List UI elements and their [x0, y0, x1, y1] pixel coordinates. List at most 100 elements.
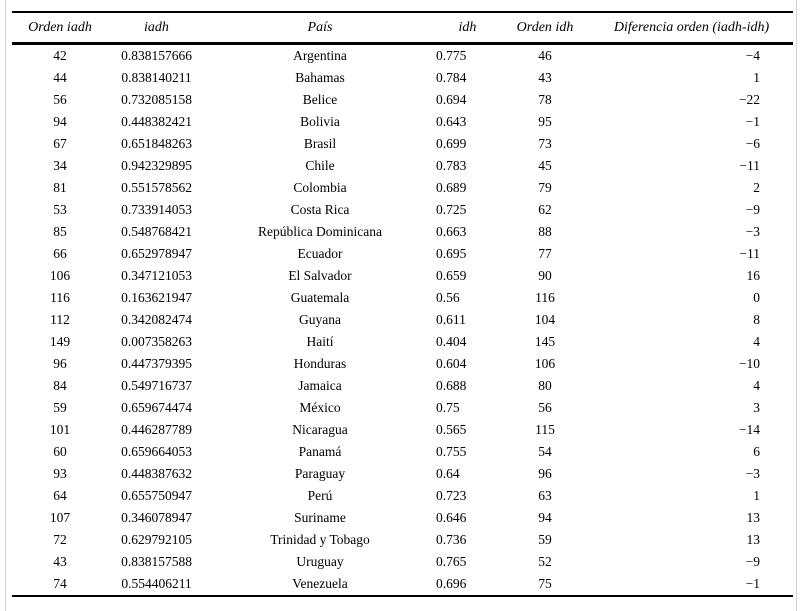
cell-diferencia_orden: −10	[738, 356, 760, 371]
cell-orden_iadh: 42	[53, 48, 67, 63]
cell-pais: Panamá	[298, 444, 342, 459]
cell-diferencia_orden: 13	[746, 532, 761, 547]
cell-diferencia_orden: −11	[739, 246, 760, 261]
cell-iadh: 0.346078947	[121, 510, 192, 525]
cell-orden_idh: 56	[538, 400, 552, 415]
cell-orden_iadh: 59	[53, 400, 67, 415]
cell-iadh: 0.447379395	[121, 356, 192, 371]
table-row: 72 0.629792105 Trinidad y Tobago 0.736 59 13	[12, 529, 793, 551]
cell-iadh: 0.629792105	[121, 532, 192, 547]
cell-idh: 0.696	[436, 576, 467, 591]
cell-idh: 0.695	[436, 246, 467, 261]
cell-orden_iadh: 43	[53, 554, 67, 569]
cell-orden_idh: 54	[538, 444, 552, 459]
header-iadh: iadh	[108, 12, 205, 45]
cell-iadh: 0.007358263	[121, 334, 192, 349]
table-row: 60 0.659664053 Panamá 0.755 54 6	[12, 441, 793, 463]
cell-pais: El Salvador	[288, 268, 352, 283]
cell-idh: 0.611	[436, 312, 466, 327]
cell-diferencia_orden: −14	[738, 422, 760, 437]
table-row: 149 0.007358263 Haití 0.404 145 4	[12, 331, 793, 353]
cell-iadh: 0.551578562	[121, 180, 192, 195]
cell-diferencia_orden: 8	[753, 312, 760, 327]
table-row: 85 0.548768421 República Dominicana 0.663 88…	[12, 221, 793, 243]
cell-idh: 0.565	[436, 422, 467, 437]
cell-idh: 0.736	[436, 532, 467, 547]
cell-orden_iadh: 56	[53, 92, 67, 107]
cell-idh: 0.64	[436, 466, 460, 481]
cell-orden_iadh: 112	[50, 312, 70, 327]
cell-pais: Bolivia	[300, 114, 340, 129]
cell-pais: Bahamas	[295, 70, 345, 85]
cell-orden_iadh: 106	[49, 268, 71, 283]
cell-idh: 0.646	[436, 510, 467, 525]
cell-idh: 0.56	[436, 290, 460, 305]
cell-orden_idh: 77	[538, 246, 552, 261]
cell-pais: Guyana	[299, 312, 341, 327]
cell-pais: Paraguay	[294, 466, 346, 481]
cell-pais: Ecuador	[297, 246, 343, 261]
cell-diferencia_orden: −22	[738, 92, 760, 107]
cell-orden_idh: 75	[538, 576, 552, 591]
cell-orden_idh: 115	[535, 422, 555, 437]
table-row: 67 0.651848263 Brasil 0.699 73 −6	[12, 133, 793, 155]
table-body: 42 0.838157666 Argentina 0.775 46 −4 44 0.83814…	[12, 44, 793, 597]
table-row: 116 0.163621947 Guatemala 0.56 116 0	[12, 287, 793, 309]
cell-orden_idh: 46	[538, 48, 552, 63]
table-row: 43 0.838157588 Uruguay 0.765 52 −9	[12, 551, 793, 573]
cell-iadh: 0.838157666	[121, 48, 192, 63]
cell-idh: 0.765	[436, 554, 467, 569]
cell-idh: 0.784	[436, 70, 467, 85]
cell-orden_idh: 43	[538, 70, 552, 85]
cell-idh: 0.604	[436, 356, 467, 371]
cell-orden_idh: 96	[538, 466, 552, 481]
cell-idh: 0.755	[436, 444, 467, 459]
table-row: 44 0.838140211 Bahamas 0.784 43 1	[12, 67, 793, 89]
cell-diferencia_orden: 1	[753, 488, 760, 503]
cell-idh: 0.723	[436, 488, 467, 503]
cell-orden_iadh: 107	[49, 510, 71, 525]
cell-orden_idh: 52	[538, 554, 552, 569]
cell-iadh: 0.651848263	[121, 136, 192, 151]
header-orden-idh: Orden idh	[500, 12, 590, 45]
table-row: 64 0.655750947 Perú 0.723 63 1	[12, 485, 793, 507]
cell-idh: 0.694	[436, 92, 467, 107]
cell-orden_iadh: 84	[53, 378, 67, 393]
table-header: Orden iadh iadh País idh Orden idh Difer…	[12, 12, 793, 45]
cell-orden_idh: 63	[538, 488, 552, 503]
cell-idh: 0.783	[436, 158, 467, 173]
cell-diferencia_orden: 6	[753, 444, 760, 459]
cell-pais: Colombia	[293, 180, 347, 195]
cell-orden_iadh: 93	[53, 466, 67, 481]
cell-pais: Jamaica	[298, 378, 342, 393]
cell-diferencia_orden: −9	[745, 202, 760, 217]
cell-pais: Haití	[306, 334, 334, 349]
table-row: 96 0.447379395 Honduras 0.604 106 −10	[12, 353, 793, 375]
cell-idh: 0.699	[436, 136, 467, 151]
cell-orden_iadh: 96	[53, 356, 67, 371]
table-row: 53 0.733914053 Costa Rica 0.725 62 −9	[12, 199, 793, 221]
cell-orden_idh: 116	[535, 290, 555, 305]
cell-orden_iadh: 116	[50, 290, 70, 305]
cell-idh: 0.643	[436, 114, 467, 129]
table-row: 107 0.346078947 Suriname 0.646 94 13	[12, 507, 793, 529]
cell-idh: 0.659	[436, 268, 467, 283]
cell-idh: 0.663	[436, 224, 467, 239]
table-row: 56 0.732085158 Belice 0.694 78 −22	[12, 89, 793, 111]
cell-pais: Suriname	[294, 510, 346, 525]
cell-diferencia_orden: −1	[745, 576, 760, 591]
table-row: 112 0.342082474 Guyana 0.611 104 8	[12, 309, 793, 331]
cell-diferencia_orden: 13	[746, 510, 761, 525]
cell-iadh: 0.448387632	[121, 466, 192, 481]
cell-orden_idh: 62	[538, 202, 552, 217]
cell-idh: 0.688	[436, 378, 467, 393]
cell-orden_iadh: 72	[53, 532, 67, 547]
header-idh: idh	[435, 12, 500, 45]
cell-iadh: 0.838157588	[121, 554, 192, 569]
cell-iadh: 0.347121053	[121, 268, 192, 283]
cell-orden_idh: 145	[534, 334, 556, 349]
cell-idh: 0.775	[436, 48, 467, 63]
table-row: 93 0.448387632 Paraguay 0.64 96 −3	[12, 463, 793, 485]
header-diferencia-orden: Diferencia orden (iadh-idh)	[590, 12, 793, 45]
